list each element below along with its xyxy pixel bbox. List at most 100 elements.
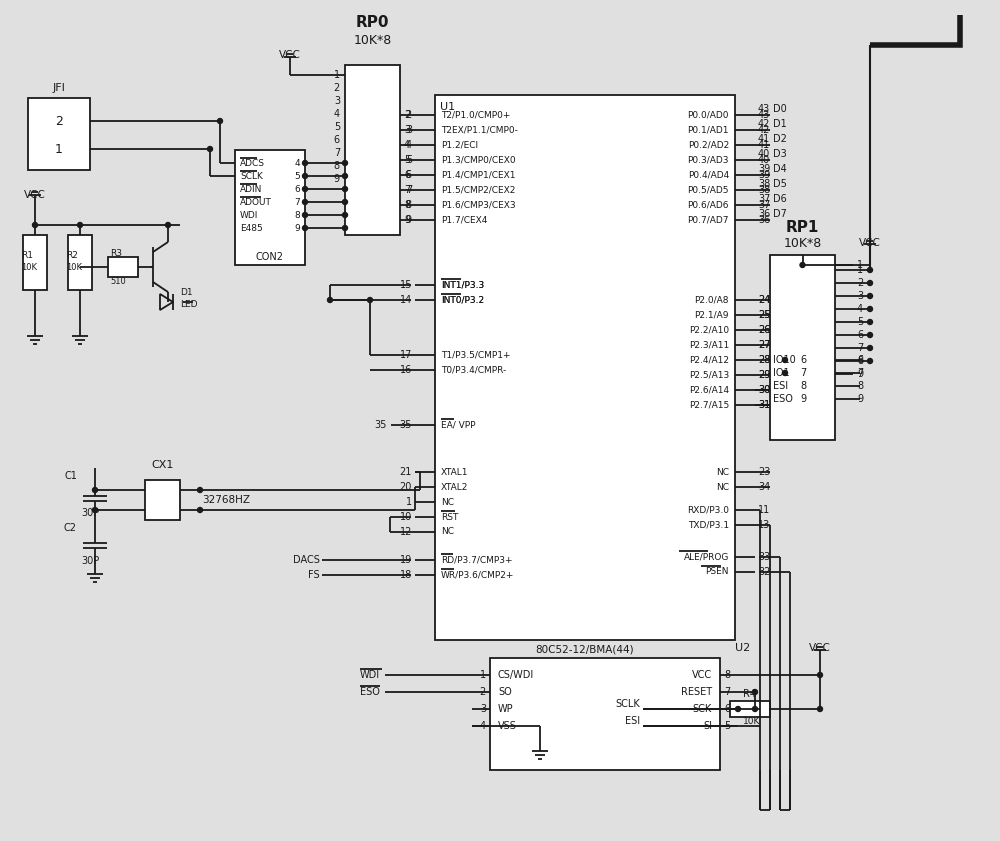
Text: VCC: VCC [24,190,46,200]
Text: 10: 10 [400,512,412,522]
Circle shape [868,358,872,363]
Text: 9: 9 [334,174,340,184]
Text: D7: D7 [773,209,787,219]
Text: SO: SO [498,687,512,697]
Circle shape [302,173,308,178]
Circle shape [782,357,788,362]
Text: 6: 6 [404,170,410,180]
Text: 9: 9 [404,215,410,225]
Text: SCLK: SCLK [240,172,263,181]
Text: R3: R3 [110,248,122,257]
Circle shape [342,187,348,192]
Text: C2: C2 [64,523,77,533]
Text: XTAL1: XTAL1 [441,468,468,477]
Text: T2EX/P1.1/CMP0-: T2EX/P1.1/CMP0- [441,125,518,135]
Circle shape [342,173,348,178]
Circle shape [32,223,38,228]
Text: 3: 3 [857,291,863,301]
Text: 36: 36 [758,215,770,225]
Text: INT1/P3.3: INT1/P3.3 [441,281,484,289]
Bar [108,257,138,277]
Text: XTAL2: XTAL2 [441,483,468,491]
Text: 7: 7 [724,687,730,697]
Text: FS: FS [308,570,320,580]
Text: 10K*8: 10K*8 [353,34,392,46]
Text: 7: 7 [857,343,863,353]
Text: 6: 6 [800,355,806,365]
Text: ESO: ESO [360,687,380,697]
Text: 7: 7 [406,185,412,195]
Text: RD/P3.7/CMP3+: RD/P3.7/CMP3+ [441,556,512,564]
Circle shape [328,298,332,303]
Text: C1: C1 [64,471,77,481]
Text: RXD/P3.0: RXD/P3.0 [687,505,729,515]
Text: 41: 41 [758,140,770,150]
Text: 5: 5 [857,317,863,327]
Text: 9: 9 [800,394,806,404]
Text: 40: 40 [758,149,770,159]
Text: 14: 14 [400,295,412,305]
Text: INT0/P3.2: INT0/P3.2 [441,295,484,304]
Circle shape [753,706,758,711]
Text: 8: 8 [857,356,863,366]
Text: 24: 24 [758,295,770,305]
Text: 1: 1 [55,142,63,156]
Text: SI: SI [703,721,712,731]
Text: P0.5/AD5: P0.5/AD5 [688,186,729,194]
Text: PSEN: PSEN [706,568,729,576]
Bar [345,65,400,235]
Circle shape [818,706,822,711]
Text: 39: 39 [758,164,770,174]
Text: 8: 8 [724,670,730,680]
Text: 6: 6 [857,330,863,340]
Text: E485: E485 [240,224,263,232]
Text: 3: 3 [404,125,410,135]
Text: T0/P3.4/CMPR-: T0/P3.4/CMPR- [441,366,506,374]
Text: SCLK: SCLK [615,699,640,709]
Text: 10K: 10K [66,262,82,272]
Text: 41: 41 [758,134,770,144]
Text: CX1: CX1 [151,460,174,470]
Text: 6: 6 [406,170,412,180]
Text: 8: 8 [800,381,806,391]
Text: 4: 4 [294,158,300,167]
Text: ALE/PROG: ALE/PROG [684,553,729,562]
Text: VCC: VCC [809,643,831,653]
Text: 28: 28 [758,355,770,365]
Text: INT1/P3.3: INT1/P3.3 [441,281,484,289]
Text: P0.7/AD7: P0.7/AD7 [688,215,729,225]
Text: 1: 1 [480,670,486,680]
Text: D6: D6 [773,194,787,204]
Text: 4: 4 [406,140,412,150]
Text: 8: 8 [857,381,863,391]
Text: 20: 20 [400,482,412,492]
Text: 24: 24 [758,295,770,305]
Text: 29: 29 [758,370,770,380]
Circle shape [302,225,308,230]
Circle shape [753,690,758,695]
Circle shape [302,199,308,204]
Text: 4: 4 [857,304,863,314]
Text: CS/WDI: CS/WDI [498,670,534,680]
Text: 7: 7 [857,368,863,378]
Text: ESO: ESO [773,394,793,404]
Text: INT0/P3.2: INT0/P3.2 [441,295,484,304]
Text: 5: 5 [334,122,340,132]
Text: 37: 37 [758,194,770,204]
Text: D1: D1 [180,288,193,297]
Text: 6: 6 [857,355,863,365]
Text: 9: 9 [294,224,300,232]
Bar [235,150,305,265]
Text: 33: 33 [758,552,770,562]
Text: 5: 5 [404,155,410,165]
Bar [770,255,835,440]
Text: RP1: RP1 [786,220,819,235]
Bar [28,98,90,170]
Text: WP: WP [498,704,514,714]
Text: 2: 2 [857,278,863,288]
Text: WDI: WDI [240,210,258,220]
Text: P0.2/AD2: P0.2/AD2 [688,140,729,150]
Text: IO10: IO10 [773,355,796,365]
Text: 30P: 30P [81,508,99,518]
Text: T1/P3.5/CMP1+: T1/P3.5/CMP1+ [441,351,511,359]
